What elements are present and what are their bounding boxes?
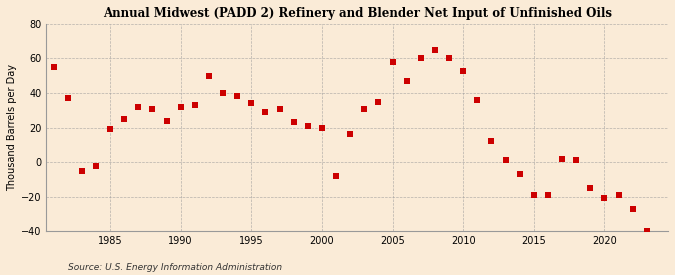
Point [217, 91, 228, 95]
Point [274, 106, 285, 111]
Point [557, 156, 568, 161]
Point [500, 158, 511, 163]
Point [543, 193, 554, 197]
Point [571, 158, 582, 163]
Point [429, 48, 440, 52]
Point [232, 94, 242, 99]
Point [402, 79, 412, 83]
Point [105, 127, 115, 131]
Point [246, 101, 256, 106]
Point [387, 60, 398, 64]
Point [331, 174, 342, 178]
Point [48, 65, 59, 69]
Point [176, 104, 186, 109]
Point [359, 106, 370, 111]
Point [373, 100, 384, 104]
Point [599, 196, 610, 200]
Point [317, 125, 327, 130]
Point [345, 132, 356, 137]
Point [641, 229, 652, 233]
Point [90, 163, 101, 168]
Title: Annual Midwest (PADD 2) Refinery and Blender Net Input of Unfinished Oils: Annual Midwest (PADD 2) Refinery and Ble… [103, 7, 612, 20]
Point [190, 103, 200, 107]
Point [486, 139, 497, 144]
Point [161, 119, 172, 123]
Point [62, 96, 73, 100]
Point [443, 56, 454, 61]
Y-axis label: Thousand Barrels per Day: Thousand Barrels per Day [7, 64, 17, 191]
Point [627, 207, 638, 211]
Point [585, 186, 596, 190]
Point [260, 110, 271, 114]
Point [204, 73, 215, 78]
Text: Source: U.S. Energy Information Administration: Source: U.S. Energy Information Administ… [68, 263, 281, 272]
Point [514, 172, 525, 176]
Point [147, 106, 158, 111]
Point [119, 117, 130, 121]
Point [133, 104, 144, 109]
Point [415, 56, 426, 61]
Point [613, 193, 624, 197]
Point [529, 193, 539, 197]
Point [76, 169, 87, 173]
Point [302, 124, 313, 128]
Point [458, 68, 468, 73]
Point [288, 120, 299, 125]
Point [472, 98, 483, 102]
